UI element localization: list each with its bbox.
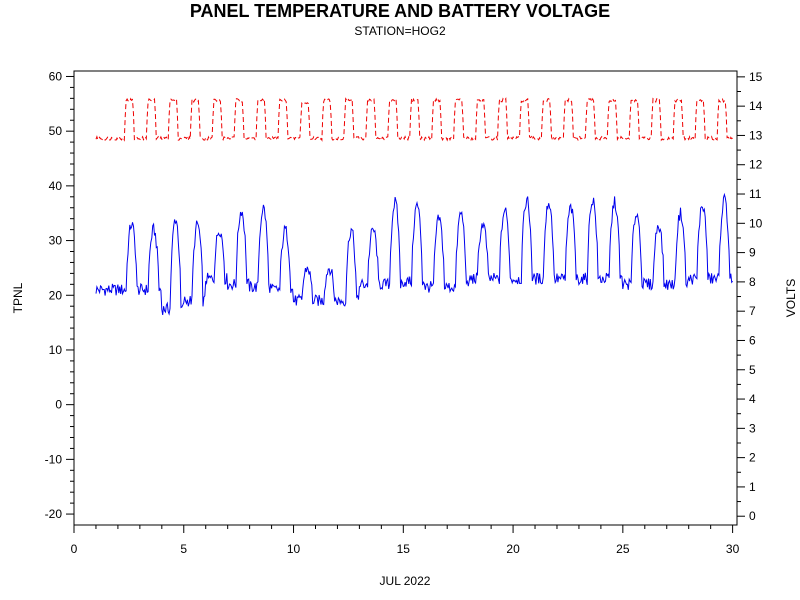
y-left-tick-label: -20 xyxy=(45,507,63,521)
y-right-tick-label: 11 xyxy=(749,187,762,201)
y-axis-left: -20 -10 0 10 20 30 40 50 60 xyxy=(45,69,74,521)
x-axis: 0 5 10 15 20 25 30 xyxy=(71,525,740,556)
y-right-tick-label: 13 xyxy=(749,128,763,142)
y-left-tick-label: 10 xyxy=(49,343,63,357)
y-left-tick-label: 50 xyxy=(49,124,63,138)
x-tick-label: 30 xyxy=(726,542,740,556)
y-right-tick-label: 5 xyxy=(749,363,756,377)
y-right-tick-label: 0 xyxy=(749,509,756,523)
y-right-tick-label: 4 xyxy=(749,392,756,406)
chart-subtitle: STATION=HOG2 xyxy=(354,24,446,38)
y-right-tick-label: 8 xyxy=(749,275,756,289)
y-right-tick-label: 1 xyxy=(749,480,756,494)
y-left-tick-label: 20 xyxy=(49,288,63,302)
y-left-tick-label: 0 xyxy=(55,398,62,412)
y-right-tick-label: 2 xyxy=(749,451,756,465)
chart-title: PANEL TEMPERATURE AND BATTERY VOLTAGE xyxy=(190,1,610,21)
y-right-tick-label: 9 xyxy=(749,246,756,260)
x-tick-label: 0 xyxy=(71,542,78,556)
y-left-tick-label: -10 xyxy=(45,452,63,466)
plot-frame xyxy=(73,70,738,526)
y-left-tick-label: 60 xyxy=(49,69,63,83)
y-right-tick-label: 12 xyxy=(749,158,763,172)
x-tick-label: 10 xyxy=(287,542,301,556)
x-axis-label: JUL 2022 xyxy=(380,574,431,588)
x-tick-label: 25 xyxy=(616,542,630,556)
y-right-tick-label: 7 xyxy=(749,304,756,318)
series-line-tpnl xyxy=(95,192,733,316)
x-tick-label: 5 xyxy=(180,542,187,556)
y-right-tick-label: 6 xyxy=(749,333,756,347)
y-right-tick-label: 3 xyxy=(749,421,756,435)
y-right-tick-label: 10 xyxy=(749,216,763,230)
y-right-tick-label: 15 xyxy=(749,70,763,84)
y-left-tick-label: 30 xyxy=(49,234,63,248)
y-left-tick-label: 40 xyxy=(49,179,63,193)
y-axis-left-label: TPNL xyxy=(11,282,25,313)
series-layer xyxy=(95,97,733,316)
y-right-tick-label: 14 xyxy=(749,99,763,113)
x-tick-label: 15 xyxy=(397,542,411,556)
y-axis-right-label: VOLTS xyxy=(784,279,798,317)
x-tick-label: 20 xyxy=(506,542,520,556)
series-line-volts xyxy=(95,97,733,142)
